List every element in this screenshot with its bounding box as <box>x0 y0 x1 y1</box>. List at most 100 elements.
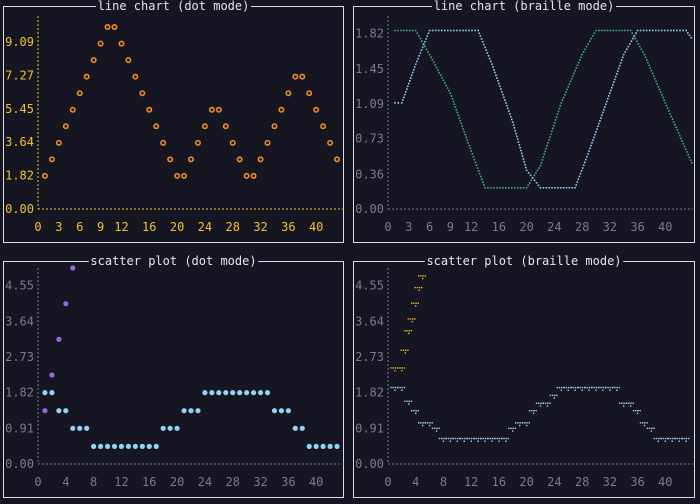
braille-dot <box>685 440 687 442</box>
braille-dot <box>641 422 644 424</box>
braille-dot <box>477 29 479 32</box>
panel-title-background <box>424 255 624 267</box>
series-blue <box>394 29 693 189</box>
x-tick-label: 20 <box>170 475 184 489</box>
braille-dot <box>495 74 497 77</box>
braille-dot <box>592 35 594 37</box>
braille-dot <box>678 437 681 440</box>
braille-dot <box>633 35 636 37</box>
braille-dot <box>679 29 681 32</box>
data-point <box>230 390 236 396</box>
braille-dot <box>655 80 657 83</box>
braille-dot <box>622 53 625 56</box>
braille-dot <box>629 405 632 407</box>
braille-dot <box>457 114 460 117</box>
y-tick-label: 1.09 <box>355 97 384 111</box>
x-tick-label: 6 <box>76 220 83 234</box>
braille-dot <box>632 409 635 412</box>
braille-dot <box>475 437 478 440</box>
y-tick-label: 5.45 <box>5 102 34 116</box>
panel-scatter-plot-braille-mode: scatter plot (braille mode) 0.00 0.91 1.82 2… <box>353 254 695 498</box>
braille-dot <box>408 79 411 82</box>
braille-dot <box>560 389 562 391</box>
braille-dot <box>687 153 689 156</box>
braille-dot <box>674 123 676 126</box>
braille-dot <box>563 386 565 389</box>
braille-dot <box>542 156 545 158</box>
braille-dot <box>595 29 597 32</box>
data-point <box>62 123 69 130</box>
braille-dot <box>631 32 633 34</box>
braille-dot <box>478 32 481 35</box>
braille-dot <box>661 94 663 96</box>
braille-dot <box>681 140 683 142</box>
braille-dot <box>525 186 528 189</box>
braille-dot <box>441 76 443 79</box>
braille-dot <box>590 144 592 147</box>
x-tick-label: 32 <box>603 475 617 489</box>
braille-dot <box>581 53 583 56</box>
braille-dot <box>653 427 655 430</box>
braille-dot <box>459 29 461 32</box>
braille-dot <box>617 67 620 70</box>
braille-dot <box>529 174 532 177</box>
braille-dot <box>609 386 611 389</box>
data-point <box>181 408 187 414</box>
braille-dot <box>602 386 604 389</box>
braille-dot <box>415 409 417 412</box>
braille-dot <box>584 386 586 389</box>
braille-dot <box>431 29 434 32</box>
braille-dot <box>611 84 614 86</box>
braille-dot <box>505 437 507 440</box>
data-point <box>111 443 118 449</box>
panel-line-chart-braille-mode: line chart (braille mode) 0.00 0.36 0.73 1.0… <box>353 0 695 243</box>
braille-dot <box>615 73 618 75</box>
series-gold <box>390 275 426 372</box>
braille-dot <box>479 175 482 178</box>
braille-dot <box>659 91 662 93</box>
data-point <box>257 156 264 163</box>
braille-dot <box>484 437 487 440</box>
data-point <box>285 408 291 414</box>
braille-dot <box>639 422 642 424</box>
braille-dot <box>491 63 493 66</box>
braille-dot <box>685 437 688 440</box>
braille-dot <box>533 409 535 412</box>
braille-dot <box>567 386 570 389</box>
x-tick-label: 3 <box>55 220 62 234</box>
series-purple <box>42 265 76 414</box>
braille-dot <box>490 60 492 63</box>
braille-dot <box>428 424 431 427</box>
braille-dot <box>533 179 536 182</box>
braille-dot <box>498 440 500 442</box>
braille-dot <box>421 277 424 280</box>
braille-dot <box>420 275 422 277</box>
braille-dot <box>493 186 495 189</box>
braille-dot <box>535 172 537 174</box>
braille-dot <box>545 147 547 150</box>
braille-dot <box>409 318 412 320</box>
data-point <box>216 390 222 396</box>
braille-dot <box>420 422 422 424</box>
braille-dot <box>513 127 516 129</box>
braille-dot <box>477 440 479 442</box>
panel-title-group: line chart (braille mode) <box>432 0 616 13</box>
braille-dot <box>665 104 668 107</box>
braille-dot <box>537 184 540 187</box>
braille-dot <box>453 103 456 106</box>
braille-dot <box>484 46 486 49</box>
braille-dot <box>645 59 648 61</box>
braille-dot <box>515 422 517 424</box>
data-point <box>250 390 257 396</box>
braille-dot <box>598 29 600 32</box>
braille-dot <box>601 114 603 117</box>
x-tick-label: 0 <box>384 220 391 234</box>
panel-title: line chart (braille mode) <box>434 0 615 13</box>
braille-dot <box>425 48 428 51</box>
braille-dot <box>408 403 410 405</box>
panel-title: scatter plot (dot mode) <box>90 254 256 268</box>
braille-dot <box>616 386 618 389</box>
braille-dot <box>664 102 667 104</box>
panel-title-background <box>88 255 259 267</box>
braille-dot <box>481 178 483 181</box>
